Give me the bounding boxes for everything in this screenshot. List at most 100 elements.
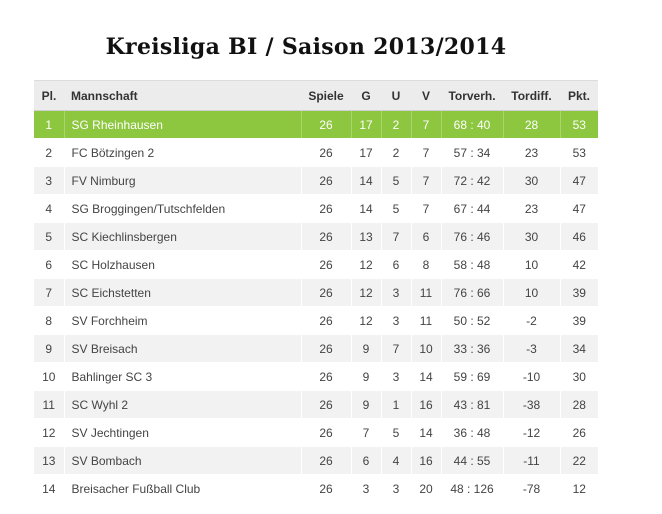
losses-cell: 20 [411, 474, 442, 503]
column-header-losses[interactable]: V [411, 80, 441, 111]
team-cell[interactable]: SV Breisach [64, 334, 302, 363]
wins-cell: 17 [351, 110, 382, 139]
team-cell[interactable]: FV Nimburg [64, 166, 302, 195]
rank-cell: 13 [34, 446, 65, 475]
standings-table: Pl. Mannschaft Spiele G U V Torverh. Tor… [34, 80, 598, 503]
column-header-points[interactable]: Pkt. [560, 80, 598, 111]
wins-cell: 9 [351, 390, 382, 419]
rank-cell: 5 [34, 222, 65, 251]
team-cell[interactable]: Bahlinger SC 3 [64, 362, 302, 391]
team-cell[interactable]: Breisacher Fußball Club [64, 474, 302, 503]
wins-cell: 7 [351, 418, 382, 447]
losses-cell: 14 [411, 362, 442, 391]
draws-cell: 3 [381, 278, 412, 307]
losses-cell: 14 [411, 418, 442, 447]
table-row: 11 SC Wyhl 2 26 9 1 16 43 : 81 -38 28 [34, 390, 598, 419]
rank-cell: 1 [34, 110, 65, 139]
games-cell: 26 [301, 334, 352, 363]
games-cell: 26 [301, 110, 352, 139]
team-cell[interactable]: SV Bombach [64, 446, 302, 475]
losses-cell: 10 [411, 334, 442, 363]
table-row: 5 SC Kiechlinsbergen 26 13 7 6 76 : 46 30 46 [34, 222, 598, 251]
goal-diff-cell: 30 [503, 222, 561, 251]
rank-cell: 6 [34, 250, 65, 279]
goals-cell: 76 : 46 [441, 222, 504, 251]
draws-cell: 3 [381, 474, 412, 503]
goals-cell: 44 : 55 [441, 446, 504, 475]
draws-cell: 1 [381, 390, 412, 419]
team-cell[interactable]: SC Wyhl 2 [64, 390, 302, 419]
losses-cell: 7 [411, 138, 442, 167]
team-cell[interactable]: SG Broggingen/Tutschfelden [64, 194, 302, 223]
column-header-draws[interactable]: U [381, 80, 411, 111]
goals-cell: 76 : 66 [441, 278, 504, 307]
goals-cell: 67 : 44 [441, 194, 504, 223]
wins-cell: 9 [351, 334, 382, 363]
rank-cell: 7 [34, 278, 65, 307]
goals-cell: 57 : 34 [441, 138, 504, 167]
goals-cell: 68 : 40 [441, 110, 504, 139]
goals-cell: 50 : 52 [441, 306, 504, 335]
table-row: 6 SC Holzhausen 26 12 6 8 58 : 48 10 42 [34, 250, 598, 279]
goal-diff-cell: 10 [503, 250, 561, 279]
table-row: 12 SV Jechtingen 26 7 5 14 36 : 48 -12 26 [34, 418, 598, 447]
rank-cell: 8 [34, 306, 65, 335]
goal-diff-cell: 10 [503, 278, 561, 307]
column-header-games[interactable]: Spiele [301, 80, 351, 111]
table-body: 1 SG Rheinhausen 26 17 2 7 68 : 40 28 53 2 FC Bötz… [34, 110, 598, 503]
losses-cell: 16 [411, 390, 442, 419]
goal-diff-cell: -11 [503, 446, 561, 475]
losses-cell: 7 [411, 194, 442, 223]
draws-cell: 5 [381, 194, 412, 223]
rank-cell: 2 [34, 138, 65, 167]
goal-diff-cell: -10 [503, 362, 561, 391]
table-row: 8 SV Forchheim 26 12 3 11 50 : 52 -2 39 [34, 306, 598, 335]
losses-cell: 7 [411, 110, 442, 139]
table-row: 9 SV Breisach 26 9 7 10 33 : 36 -3 34 [34, 334, 598, 363]
wins-cell: 3 [351, 474, 382, 503]
draws-cell: 6 [381, 250, 412, 279]
goal-diff-cell: -3 [503, 334, 561, 363]
goal-diff-cell: -12 [503, 418, 561, 447]
column-header-goals[interactable]: Torverh. [441, 80, 503, 111]
team-cell[interactable]: SG Rheinhausen [64, 110, 302, 139]
points-cell: 47 [560, 194, 598, 223]
points-cell: 42 [560, 250, 598, 279]
team-cell[interactable]: SV Forchheim [64, 306, 302, 335]
goals-cell: 58 : 48 [441, 250, 504, 279]
wins-cell: 9 [351, 362, 382, 391]
games-cell: 26 [301, 138, 352, 167]
wins-cell: 12 [351, 306, 382, 335]
points-cell: 30 [560, 362, 598, 391]
team-cell[interactable]: SC Eichstetten [64, 278, 302, 307]
column-header-team[interactable]: Mannschaft [64, 80, 301, 111]
points-cell: 46 [560, 222, 598, 251]
rank-cell: 3 [34, 166, 65, 195]
points-cell: 53 [560, 110, 598, 139]
wins-cell: 17 [351, 138, 382, 167]
column-header-rank[interactable]: Pl. [34, 80, 64, 111]
table-row: 7 SC Eichstetten 26 12 3 11 76 : 66 10 39 [34, 278, 598, 307]
rank-cell: 14 [34, 474, 65, 503]
goal-diff-cell: -78 [503, 474, 561, 503]
column-header-goal-diff[interactable]: Tordiff. [503, 80, 560, 111]
team-cell[interactable]: SC Holzhausen [64, 250, 302, 279]
table-row: 14 Breisacher Fußball Club 26 3 3 20 48 : 126-… [34, 474, 598, 503]
games-cell: 26 [301, 278, 352, 307]
games-cell: 26 [301, 166, 352, 195]
table-row: 3 FV Nimburg 26 14 5 7 72 : 42 30 47 [34, 166, 598, 195]
games-cell: 26 [301, 474, 352, 503]
team-cell[interactable]: FC Bötzingen 2 [64, 138, 302, 167]
column-header-wins[interactable]: G [351, 80, 381, 111]
draws-cell: 3 [381, 362, 412, 391]
table-row: 2 FC Bötzingen 2 26 17 2 7 57 : 34 23 53 [34, 138, 598, 167]
team-cell[interactable]: SV Jechtingen [64, 418, 302, 447]
losses-cell: 11 [411, 278, 442, 307]
table-row: 4 SG Broggingen/Tutschfelden 26 14 5 7 67 : 44… [34, 194, 598, 223]
losses-cell: 7 [411, 166, 442, 195]
page-title: Kreisliga BI / Saison 2013/2014 [105, 34, 507, 60]
goals-cell: 33 : 36 [441, 334, 504, 363]
games-cell: 26 [301, 222, 352, 251]
losses-cell: 8 [411, 250, 442, 279]
team-cell[interactable]: SC Kiechlinsbergen [64, 222, 302, 251]
